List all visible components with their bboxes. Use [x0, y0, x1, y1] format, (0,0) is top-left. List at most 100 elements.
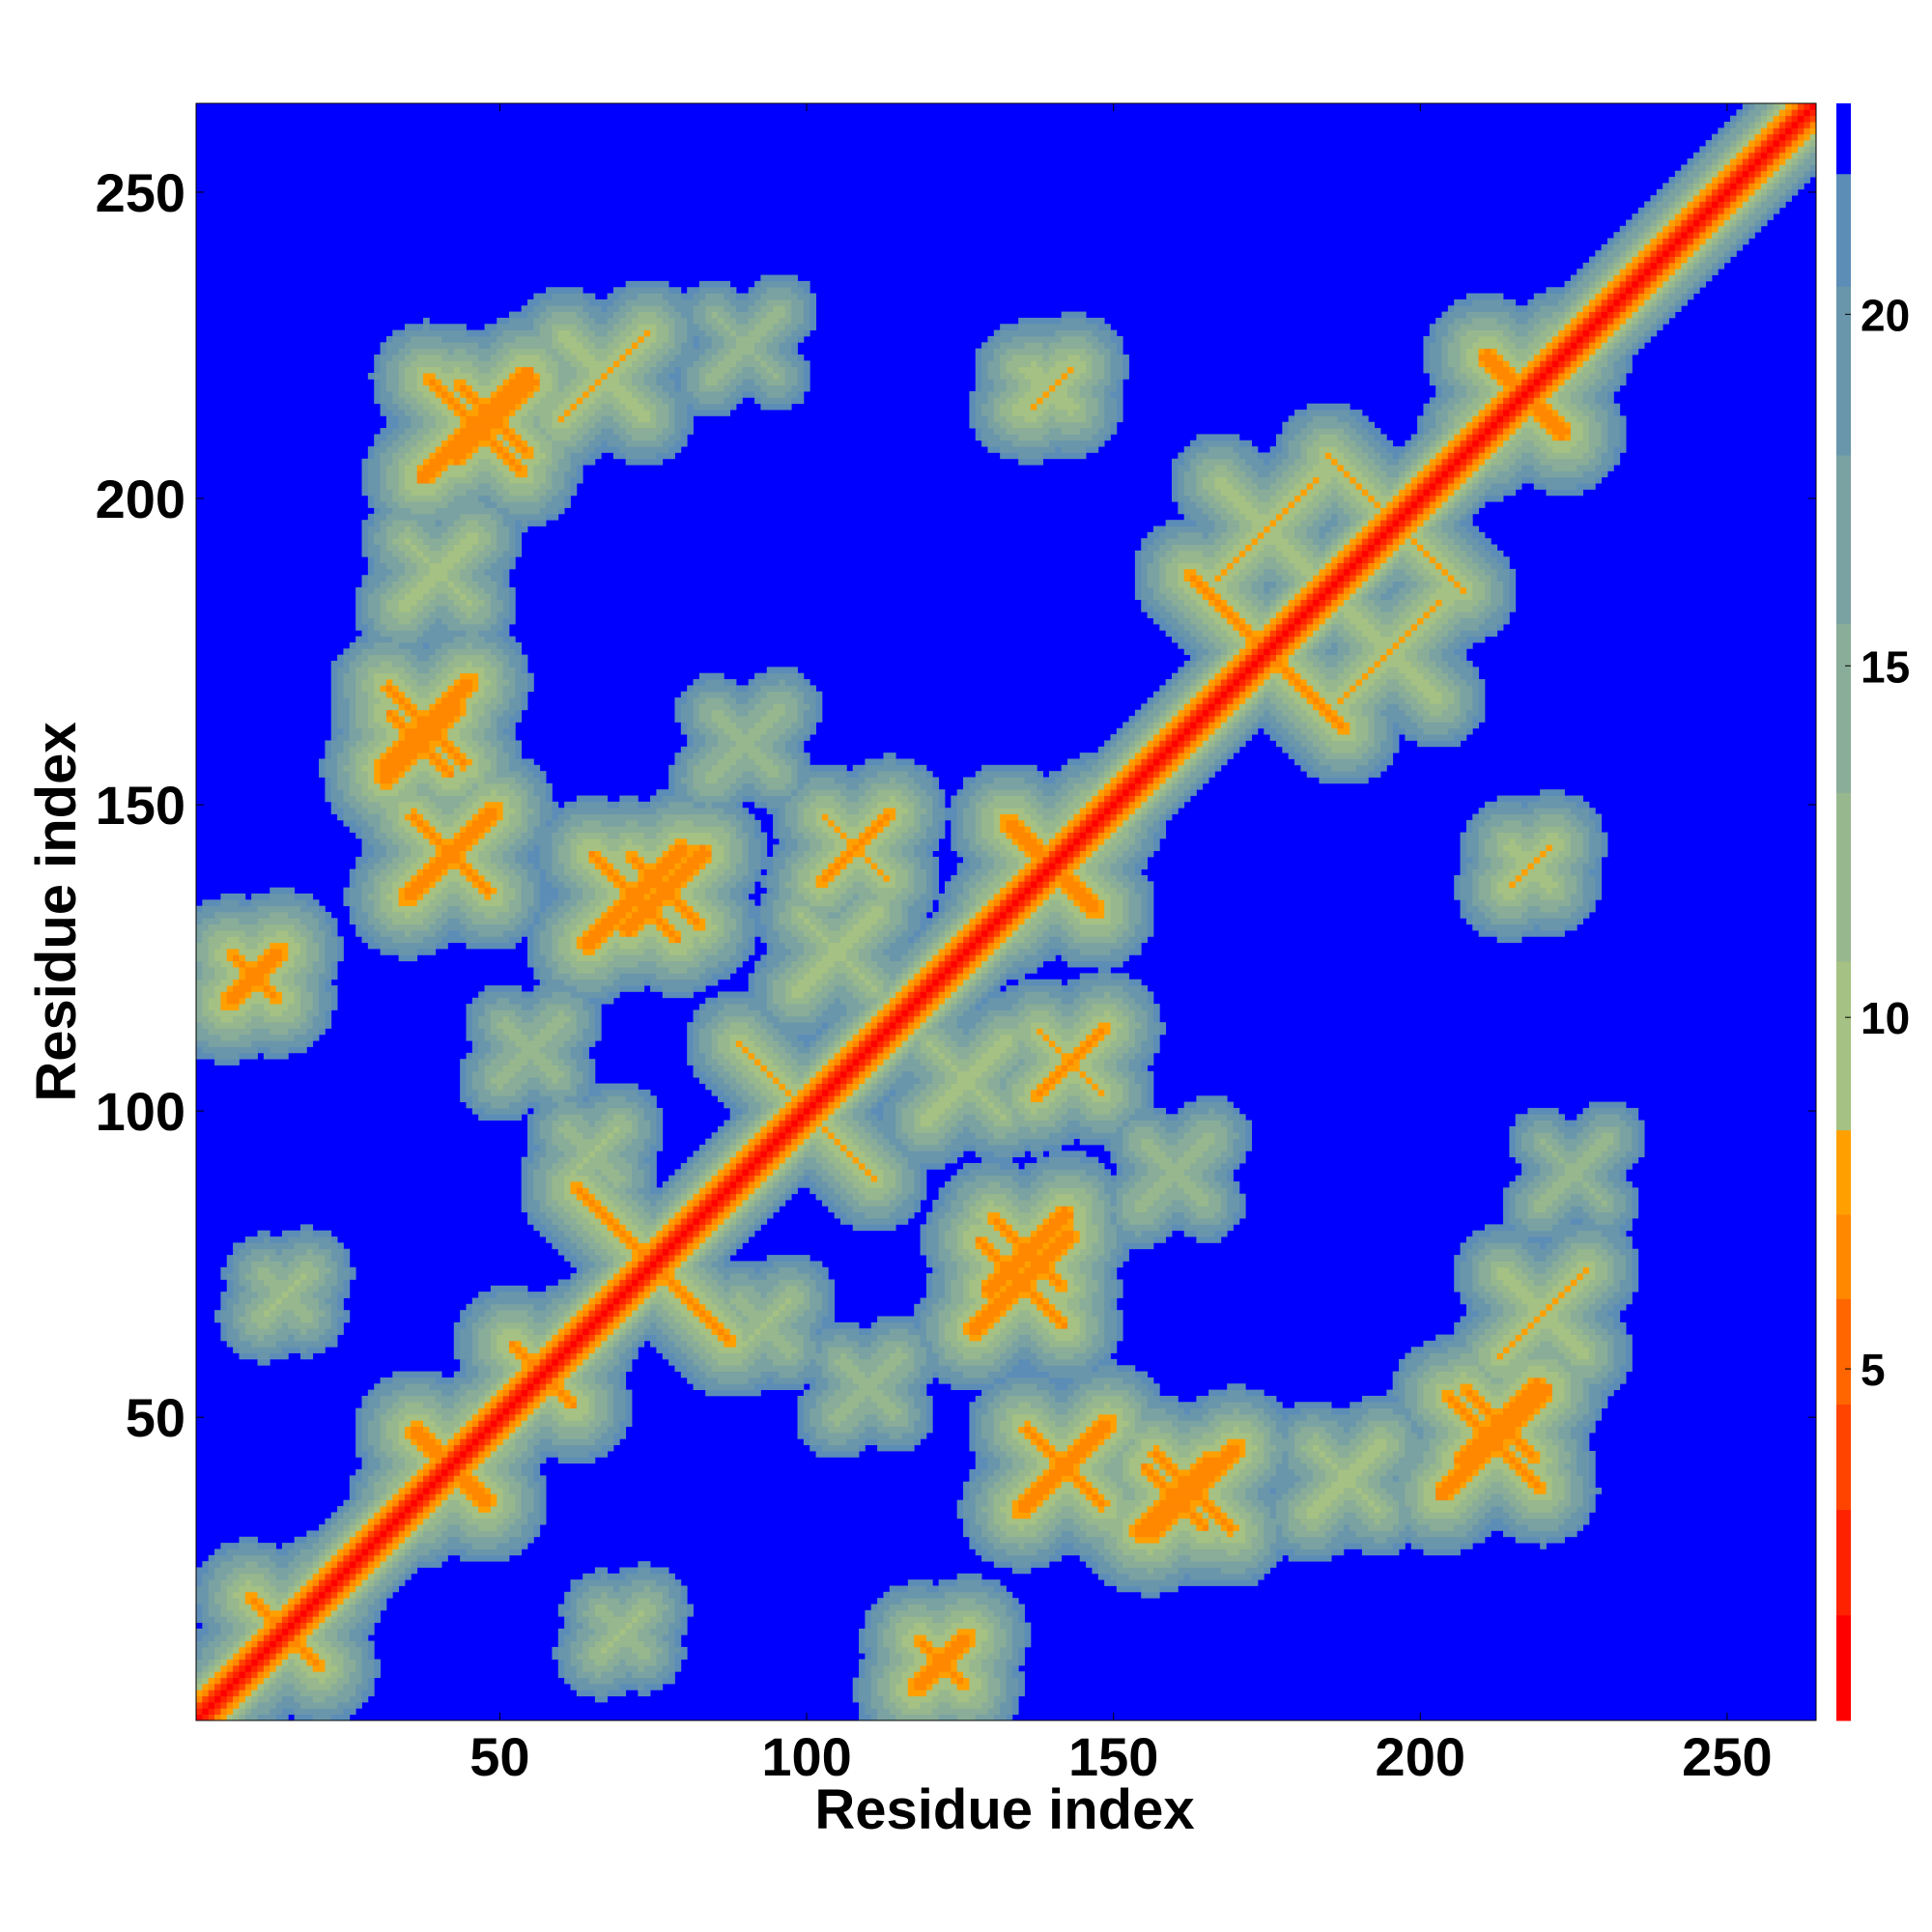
heatmap-cell: [349, 1646, 362, 1654]
heatmap-cell: [416, 1475, 424, 1483]
heatmap-cell: [576, 1352, 583, 1360]
heatmap-cell: [1024, 1640, 1032, 1648]
heatmap-cell: [447, 1548, 467, 1556]
heatmap-cell: [742, 1358, 755, 1366]
heatmap-cell: [1055, 1536, 1081, 1544]
heatmap-cell: [889, 1690, 896, 1697]
heatmap-cell: [244, 1628, 252, 1635]
heatmap-cell: [1061, 1273, 1074, 1280]
heatmap-cell: [625, 1273, 633, 1280]
heatmap-cell: [650, 1279, 657, 1287]
heatmap-cell: [1582, 1481, 1590, 1489]
heatmap-cell: [1202, 1457, 1234, 1464]
heatmap-cell: [925, 1334, 940, 1342]
heatmap-cell: [1116, 1242, 1123, 1250]
heatmap-cell: [1601, 1303, 1614, 1311]
heatmap-cell: [1570, 1469, 1577, 1476]
heatmap-cell: [656, 1609, 664, 1617]
heatmap-cell: [1227, 1548, 1240, 1556]
heatmap-cell: [680, 1285, 688, 1293]
heatmap-cell: [619, 1285, 627, 1293]
heatmap-cell: [1048, 1371, 1136, 1378]
heatmap-cell: [1546, 1303, 1553, 1311]
heatmap-cell: [987, 1475, 1001, 1483]
heatmap-cell: [1178, 1543, 1191, 1549]
heatmap-cell: [1264, 1481, 1295, 1489]
heatmap-cell: [1306, 1512, 1320, 1520]
heatmap-cell: [1294, 1493, 1308, 1501]
heatmap-cell: [1521, 1420, 1528, 1428]
heatmap-cell: [1092, 1407, 1123, 1415]
heatmap-cell: [275, 1598, 283, 1605]
heatmap-cell: [349, 1266, 356, 1274]
heatmap-cell: [270, 1236, 289, 1243]
heatmap-cell: [870, 1646, 878, 1654]
heatmap-cell: [1515, 1321, 1528, 1329]
heatmap-cell: [687, 1242, 694, 1250]
heatmap-cell: [1190, 1426, 1215, 1434]
heatmap-cell: [220, 1701, 228, 1709]
heatmap-cell: [1048, 1426, 1074, 1434]
heatmap-cell: [208, 1585, 221, 1593]
heatmap-cell: [1558, 1255, 1572, 1262]
heatmap-cell: [281, 1695, 296, 1703]
heatmap-cell: [288, 1622, 296, 1630]
heatmap-cell: [299, 1701, 338, 1709]
heatmap-cell: [233, 1579, 246, 1586]
heatmap-cell: [453, 1352, 461, 1360]
heatmap-cell: [1361, 1548, 1400, 1556]
heatmap-cell: [299, 1677, 320, 1685]
heatmap-cell: [1515, 1334, 1522, 1342]
heatmap-cell: [306, 1628, 314, 1635]
heatmap-cell: [1172, 1561, 1259, 1568]
heatmap-cell: [1264, 1518, 1290, 1525]
heatmap-cell: [969, 1536, 977, 1544]
heatmap-cell: [895, 1628, 909, 1635]
heatmap-cell: [1294, 1469, 1314, 1476]
heatmap-cell: [330, 1573, 338, 1580]
heatmap-cell: [993, 1518, 1007, 1525]
heatmap-cell: [1368, 1407, 1394, 1415]
heatmap-cell: [674, 1579, 682, 1586]
heatmap-cell: [1048, 1236, 1056, 1243]
heatmap-cell: [1454, 1279, 1461, 1287]
heatmap-cell: [956, 1598, 977, 1605]
heatmap-cell: [1546, 1266, 1559, 1274]
heatmap-cell: [711, 1321, 719, 1329]
heatmap-cell: [281, 1230, 301, 1237]
heatmap-cell: [1496, 1285, 1510, 1293]
heatmap-cell: [638, 1609, 645, 1617]
heatmap-cell: [1079, 1266, 1093, 1274]
heatmap-cell: [502, 1377, 510, 1384]
heatmap-cell: [1147, 1493, 1160, 1501]
heatmap-cell: [1147, 1402, 1179, 1409]
heatmap-cell: [1178, 1579, 1259, 1586]
heatmap-cell: [975, 1634, 988, 1641]
heatmap-cell: [521, 1481, 528, 1489]
heatmap-cell: [1361, 1451, 1381, 1458]
heatmap-cell: [423, 1481, 430, 1489]
heatmap-cell: [343, 1499, 351, 1507]
heatmap-cell: [1122, 1561, 1173, 1568]
heatmap-cell: [975, 1548, 988, 1556]
heatmap-cell: [914, 1365, 921, 1372]
heatmap-cell: [1042, 1475, 1063, 1483]
heatmap-cell: [385, 1488, 393, 1494]
heatmap-cell: [859, 1328, 872, 1335]
heatmap-cell: [680, 1622, 688, 1630]
heatmap-cell: [281, 1609, 289, 1617]
heatmap-cell: [490, 1303, 534, 1311]
heatmap-cell: [705, 1347, 719, 1353]
heatmap-cell: [1533, 1255, 1547, 1262]
heatmap-cell: [650, 1653, 657, 1660]
heatmap-cell: [987, 1499, 995, 1507]
heatmap-cell: [319, 1677, 326, 1685]
heatmap-cell: [1509, 1499, 1522, 1507]
heatmap-cell: [337, 1530, 344, 1538]
heatmap-cell: [244, 1677, 252, 1685]
heatmap-cell: [1423, 1371, 1436, 1378]
heatmap-cell: [1564, 1493, 1572, 1501]
heatmap-cell: [582, 1377, 596, 1384]
heatmap-cell: [925, 1261, 933, 1268]
